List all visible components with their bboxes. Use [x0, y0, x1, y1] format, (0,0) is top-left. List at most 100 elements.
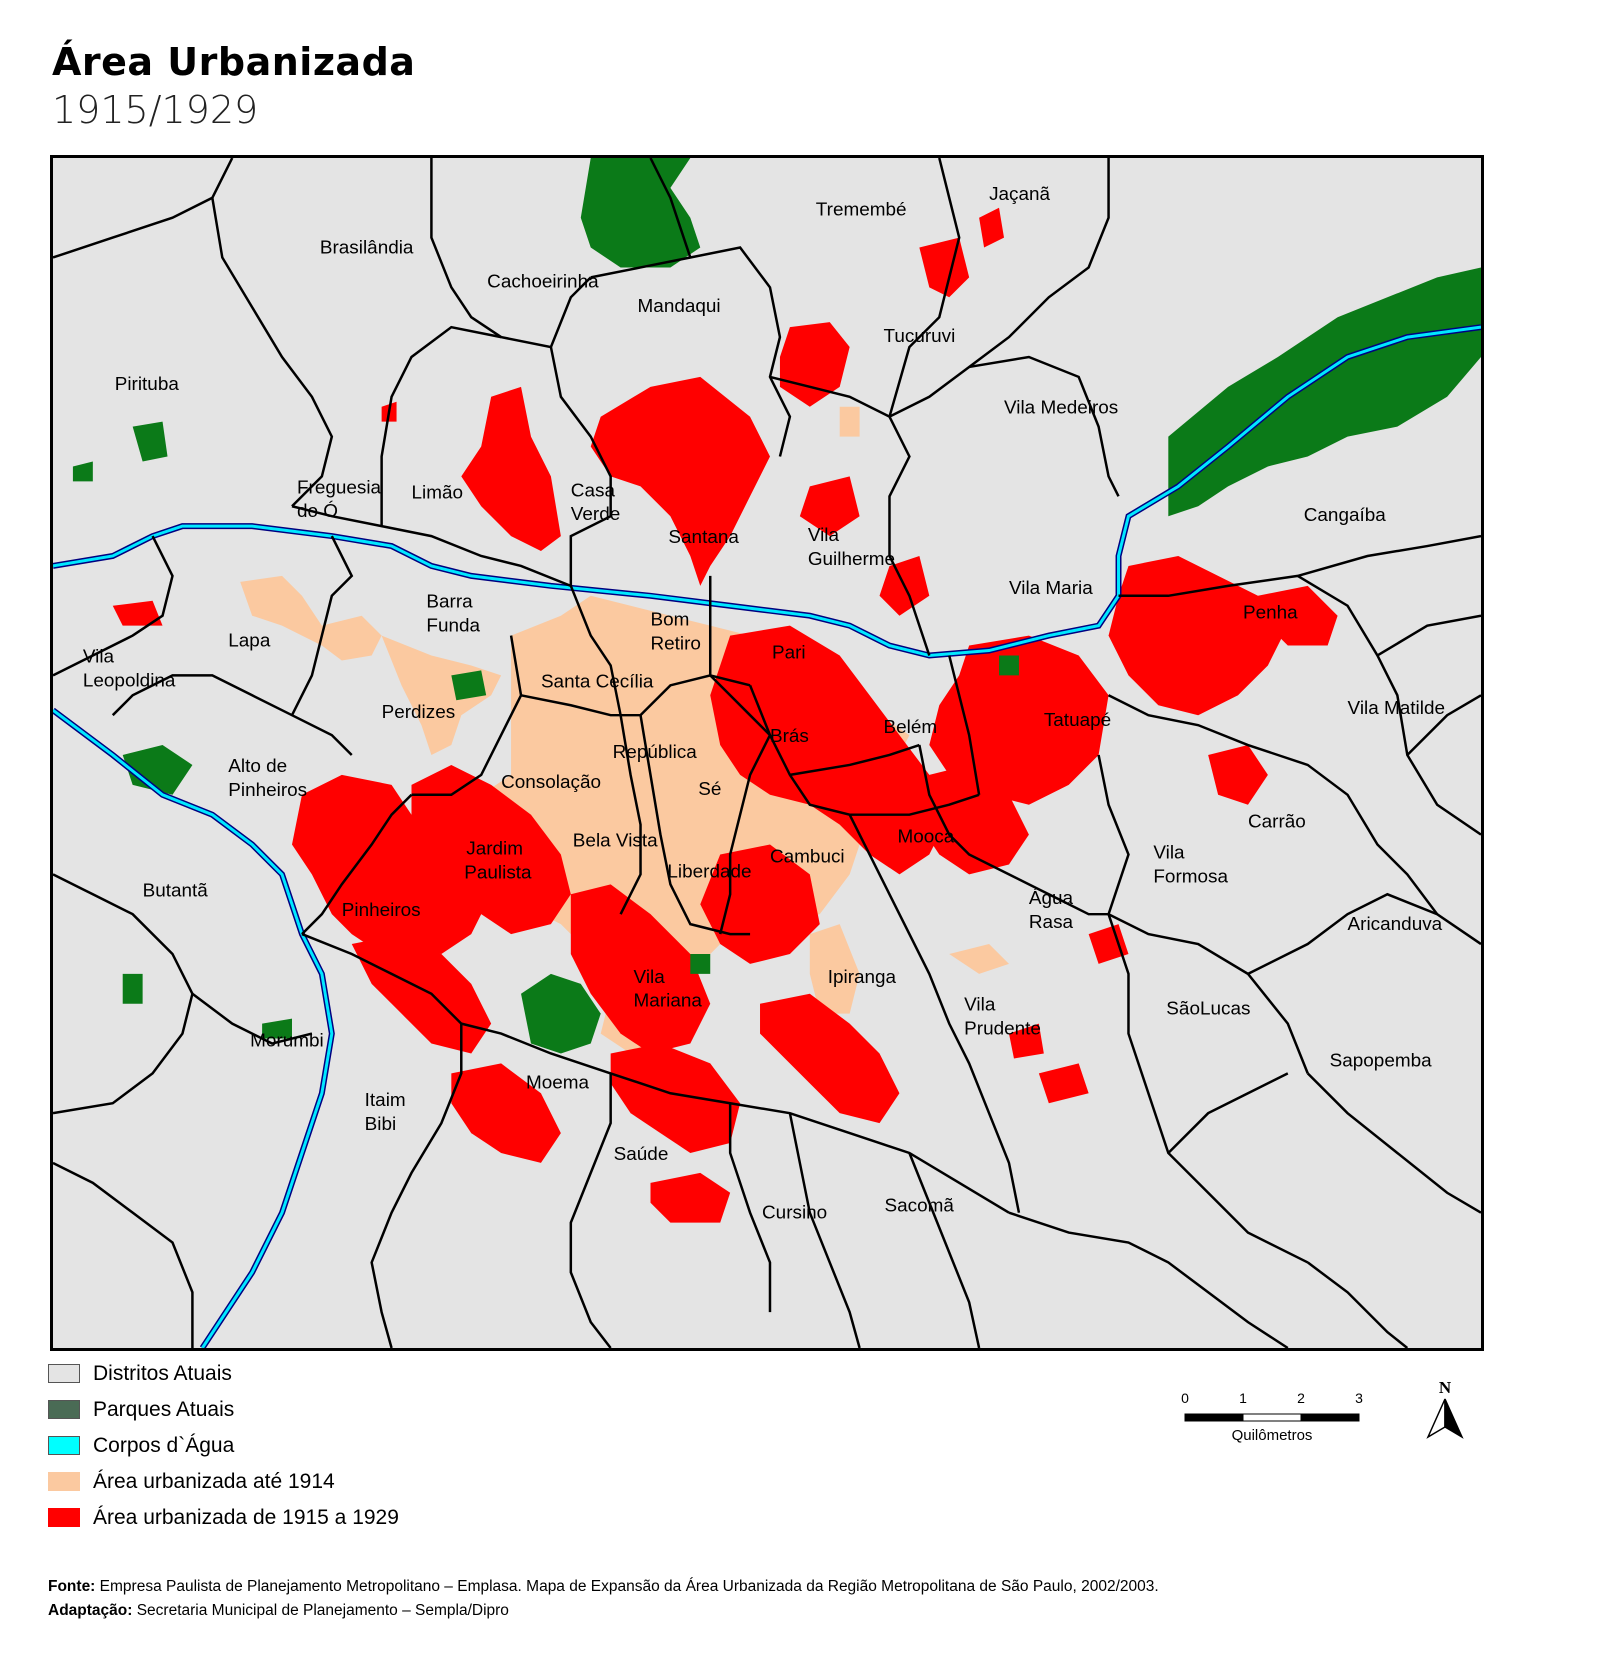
park-aclimacao: [690, 953, 711, 974]
legend-item-urban-1915-1929: Área urbanizada de 1915 a 1929: [48, 1506, 548, 1530]
border-west-6: [290, 535, 354, 716]
border-west-3: [301, 793, 413, 935]
park-villa-lobos: [122, 745, 193, 795]
border-north-1: [53, 158, 234, 259]
legend-swatch-urban-1914: [48, 1472, 80, 1491]
urban-1914-ipiranga: [809, 924, 860, 1014]
park-ibirapuera: [521, 973, 601, 1054]
urban-red-saude-2: [650, 1172, 731, 1223]
footer-adaptation: Adaptação: Secretaria Municipal de Plane…: [48, 1602, 509, 1620]
border-center-8: [849, 793, 980, 816]
urban-red-belem-mooca: [710, 625, 950, 875]
border-west-4: [111, 674, 353, 756]
scale-bar: 0 1 2 3 Quilômetros: [1180, 1390, 1380, 1450]
scale-segment: [1184, 1413, 1244, 1422]
district-label: Mariana: [634, 991, 703, 1012]
urban-red-jacana-2: [979, 207, 1005, 248]
district-label: Freguesia: [297, 477, 382, 498]
district-label: Pinheiros: [228, 780, 307, 801]
urban-red-pinheiros: [291, 774, 492, 954]
urban-red-casa-verde: [461, 386, 561, 552]
urban-red-carrao: [1208, 745, 1268, 805]
scale-segment: [1242, 1413, 1302, 1422]
map-subtitle: 1915/1929: [52, 88, 259, 132]
legend-label: Corpos d`Água: [93, 1434, 235, 1457]
border-south-4: [788, 1112, 861, 1348]
border-north-11: [649, 158, 692, 258]
district-label: Vila Medeiros: [1004, 398, 1118, 419]
water-layer: [53, 324, 1481, 1348]
border-north-12: [888, 158, 961, 418]
urban-1914-barra-funda: [381, 635, 502, 755]
urban-red-ipiranga: [760, 993, 900, 1124]
urban-red-vila-leopoldina: [112, 600, 163, 626]
park-small-1: [72, 461, 93, 482]
district-label: Sé: [698, 779, 721, 800]
border-center-12: [709, 674, 771, 736]
district-label: Tremembé: [816, 200, 907, 221]
footer-source-text: Empresa Paulista de Planejamento Metropo…: [99, 1578, 1159, 1595]
district-label: Pari: [772, 642, 806, 663]
urban-red-jardim-paulista: [411, 764, 571, 935]
district-label: Liberdade: [667, 861, 751, 882]
legend-label: Área urbanizada de 1915 a 1929: [93, 1506, 399, 1529]
urban-red-jacana: [919, 237, 970, 298]
legend-item-urban-1914: Área urbanizada até 1914: [48, 1470, 548, 1494]
district-label: Leopoldina: [83, 670, 176, 691]
district-label: Ipiranga: [828, 967, 897, 988]
district-label: Vila: [634, 967, 666, 988]
district-label: Verde: [571, 504, 620, 525]
district-label: Cambuci: [770, 846, 845, 867]
district-label: Limão: [411, 482, 463, 503]
legend-item-parks: Parques Atuais: [48, 1398, 548, 1422]
border-center-7: [789, 743, 920, 777]
parks-layer: [72, 158, 1481, 1054]
urban-red-vila-matilde: [1257, 585, 1338, 646]
district-label: Tucuruvi: [884, 326, 956, 347]
urban-red-tucuruvi: [779, 322, 850, 407]
border-north-9: [888, 158, 1110, 418]
district-label: Belém: [884, 717, 938, 738]
scale-segment: [1300, 1413, 1360, 1422]
legend-label: Distritos Atuais: [93, 1362, 232, 1385]
urban-red-saude: [610, 1043, 741, 1153]
scale-unit: Quilômetros: [1232, 1427, 1313, 1444]
legend-item-districts: Distritos Atuais: [48, 1362, 548, 1386]
scale-tick-label: 2: [1297, 1390, 1305, 1406]
district-label: Pirituba: [115, 374, 180, 395]
district-label: Vila: [1153, 842, 1185, 863]
district-label: Vila: [964, 995, 996, 1016]
border-north-3: [291, 505, 572, 587]
district-label: Retiro: [650, 634, 700, 655]
legend-swatch-districts: [48, 1364, 80, 1383]
district-label: do Ó: [297, 500, 338, 522]
district-label: Penha: [1243, 603, 1298, 624]
park-cantareira-west: [580, 158, 701, 268]
legend-swatch-urban-1915-1929: [48, 1508, 80, 1527]
border-west-2: [191, 992, 313, 1045]
district-label: Brás: [770, 726, 809, 747]
park-tiete-ecologico: [1168, 267, 1481, 517]
urban-1914-vila-prudente: [949, 944, 1009, 974]
border-east-2: [1297, 574, 1481, 836]
district-label: Paulista: [464, 862, 532, 883]
border-center-1: [569, 585, 642, 915]
district-label: Aricanduva: [1348, 914, 1443, 935]
district-label: Alto de: [228, 756, 287, 777]
urban-red-sao-lucas: [1038, 1063, 1089, 1104]
border-center-6: [639, 714, 751, 936]
footer-source-label: Fonte:: [48, 1578, 96, 1595]
district-label: Pinheiros: [342, 900, 421, 921]
border-east-5: [1247, 892, 1481, 975]
district-label: Mandaqui: [638, 296, 721, 317]
district-label: Jaçanã: [989, 184, 1050, 205]
district-label: Guilherme: [808, 549, 895, 570]
footer-source: Fonte: Empresa Paulista de Planejamento …: [48, 1578, 1159, 1596]
footer-adapt-text: Secretaria Municipal de Planejamento – S…: [136, 1602, 509, 1619]
district-label: Santa Cecília: [541, 671, 654, 692]
district-label: Casa: [571, 480, 616, 501]
legend-label: Área urbanizada até 1914: [93, 1470, 335, 1493]
north-arrow-left: [1426, 1398, 1446, 1439]
park-pirituba: [132, 421, 168, 462]
north-arrow-icon: N: [1420, 1375, 1470, 1445]
